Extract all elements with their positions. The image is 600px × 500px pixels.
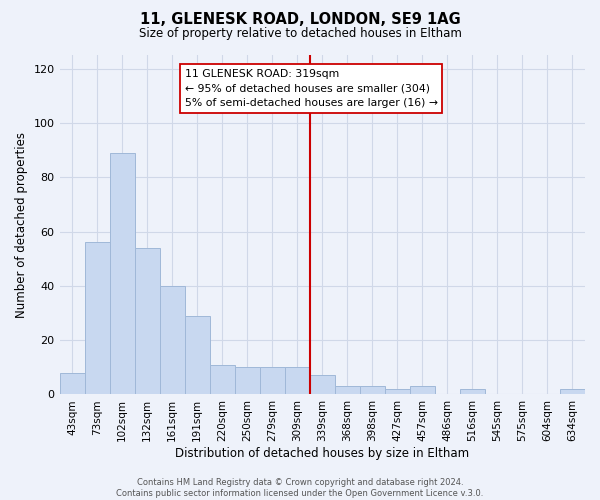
Text: 11, GLENESK ROAD, LONDON, SE9 1AG: 11, GLENESK ROAD, LONDON, SE9 1AG [140,12,460,28]
Bar [185,316,209,394]
Text: Contains HM Land Registry data © Crown copyright and database right 2024.
Contai: Contains HM Land Registry data © Crown c… [116,478,484,498]
Bar [460,389,485,394]
Bar [410,386,435,394]
Bar [385,389,410,394]
Bar [59,372,85,394]
Bar [110,153,134,394]
Text: 11 GLENESK ROAD: 319sqm
← 95% of detached houses are smaller (304)
5% of semi-de: 11 GLENESK ROAD: 319sqm ← 95% of detache… [185,68,437,108]
Y-axis label: Number of detached properties: Number of detached properties [15,132,28,318]
Text: Size of property relative to detached houses in Eltham: Size of property relative to detached ho… [139,28,461,40]
Bar [134,248,160,394]
Bar [209,364,235,394]
X-axis label: Distribution of detached houses by size in Eltham: Distribution of detached houses by size … [175,447,469,460]
Bar [310,376,335,394]
Bar [260,368,285,394]
Bar [285,368,310,394]
Bar [335,386,360,394]
Bar [560,389,585,394]
Bar [160,286,185,395]
Bar [360,386,385,394]
Bar [235,368,260,394]
Bar [85,242,110,394]
